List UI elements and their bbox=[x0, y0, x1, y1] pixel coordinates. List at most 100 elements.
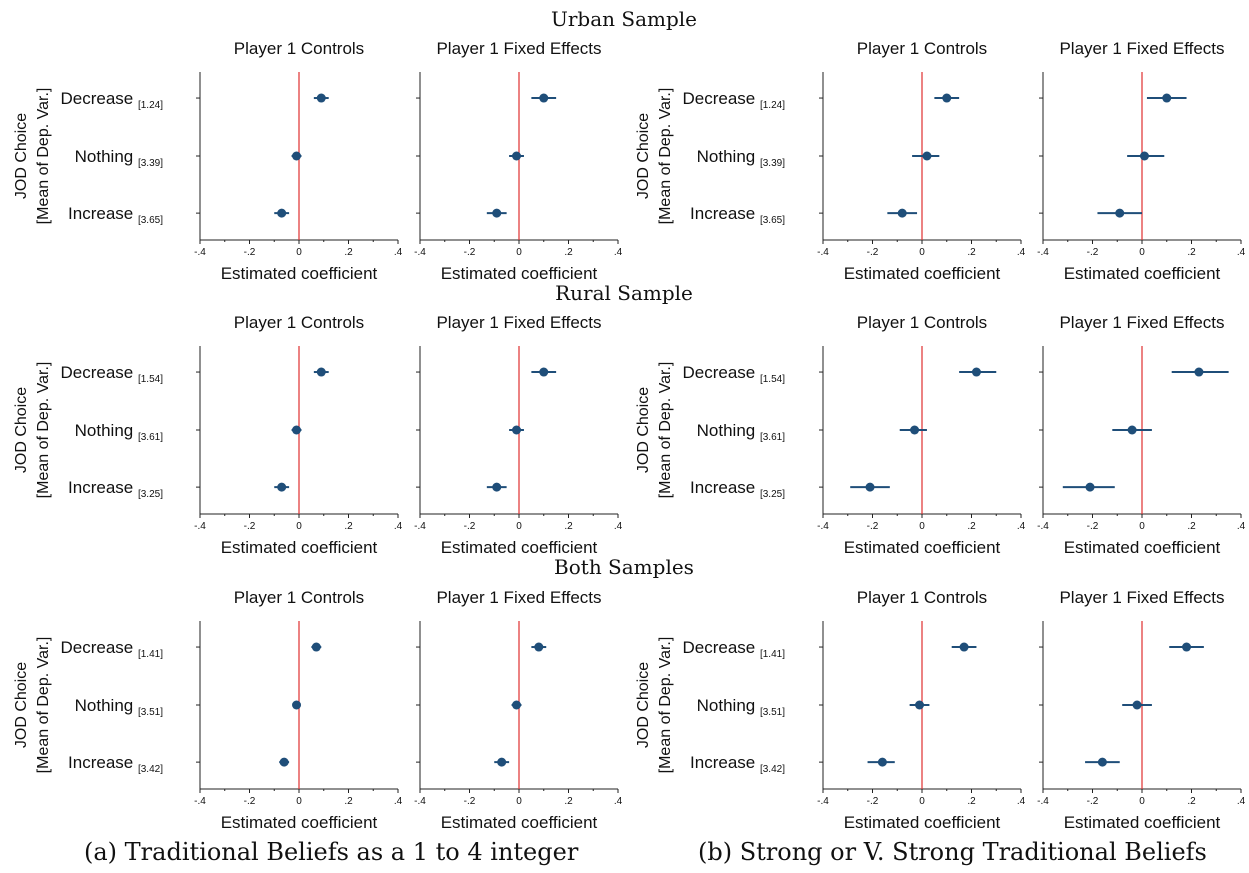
coefficient-point bbox=[277, 482, 287, 492]
x-tick-label: .2 bbox=[344, 796, 353, 807]
coefficient-point bbox=[877, 757, 887, 767]
coefficient-point bbox=[497, 757, 507, 767]
y-axis-label: JOD Choice bbox=[13, 662, 30, 748]
x-tick-label: 0 bbox=[919, 521, 925, 532]
category-label: Nothing [3.39] bbox=[75, 147, 164, 169]
y-axis-label: [Mean of Dep. Var.] bbox=[35, 362, 52, 499]
coefficient-point bbox=[1085, 482, 1095, 492]
panel-title: Player 1 Controls bbox=[857, 588, 987, 607]
coefficient-point bbox=[1139, 151, 1149, 161]
coefficient-point bbox=[492, 208, 502, 218]
category-label: Decrease [1.54] bbox=[60, 363, 163, 385]
x-axis-label: Estimated coefficient bbox=[221, 264, 378, 283]
x-tick-label: .4 bbox=[1237, 247, 1246, 258]
x-tick-label: .4 bbox=[1237, 796, 1246, 807]
coefficient-point bbox=[971, 367, 981, 377]
x-tick-label: .2 bbox=[564, 521, 573, 532]
panel-title: Player 1 Fixed Effects bbox=[1059, 39, 1224, 58]
category-label: Nothing [3.39] bbox=[697, 147, 786, 169]
x-tick-label: -.2 bbox=[464, 247, 476, 258]
x-tick-label: .4 bbox=[614, 796, 623, 807]
x-tick-label: -.2 bbox=[867, 521, 879, 532]
y-axis-label: [Mean of Dep. Var.] bbox=[657, 362, 674, 499]
x-tick-label: -.4 bbox=[194, 247, 206, 258]
x-tick-label: -.4 bbox=[817, 247, 829, 258]
y-axis-label: JOD Choice bbox=[635, 113, 652, 199]
category-label: Decrease [1.24] bbox=[60, 89, 163, 111]
y-axis-label: [Mean of Dep. Var.] bbox=[657, 637, 674, 774]
x-tick-label: .4 bbox=[394, 521, 403, 532]
category-label: Increase [3.65] bbox=[690, 204, 785, 226]
x-tick-label: 0 bbox=[1139, 796, 1145, 807]
y-axis-label: [Mean of Dep. Var.] bbox=[35, 88, 52, 225]
coefficient-point bbox=[1194, 367, 1204, 377]
coefficient-point bbox=[316, 367, 326, 377]
coefficient-point bbox=[1127, 425, 1137, 435]
panel-title: Player 1 Controls bbox=[234, 588, 364, 607]
category-label: Decrease [1.41] bbox=[60, 638, 163, 660]
x-tick-label: 0 bbox=[296, 796, 302, 807]
coefficient-point bbox=[279, 757, 289, 767]
coefficient-point bbox=[915, 700, 925, 710]
panel-title: Player 1 Fixed Effects bbox=[1059, 313, 1224, 332]
x-tick-label: 0 bbox=[516, 796, 522, 807]
x-tick-label: .2 bbox=[967, 521, 976, 532]
x-tick-label: -.2 bbox=[464, 796, 476, 807]
coefficient-point bbox=[539, 93, 549, 103]
category-label: Decrease [1.41] bbox=[682, 638, 785, 660]
x-axis-label: Estimated coefficient bbox=[1064, 813, 1221, 832]
caption-b: (b) Strong or V. Strong Traditional Beli… bbox=[698, 838, 1207, 866]
x-tick-label: -.4 bbox=[414, 521, 426, 532]
x-axis-label: Estimated coefficient bbox=[844, 264, 1001, 283]
x-tick-label: 0 bbox=[516, 521, 522, 532]
coefficient-point bbox=[539, 367, 549, 377]
x-tick-label: 0 bbox=[919, 796, 925, 807]
x-axis-label: Estimated coefficient bbox=[844, 813, 1001, 832]
row-title: Rural Sample bbox=[555, 281, 693, 305]
x-tick-label: .2 bbox=[564, 247, 573, 258]
x-axis-label: Estimated coefficient bbox=[441, 538, 598, 557]
category-label: Increase [3.42] bbox=[690, 753, 785, 775]
coefficient-point bbox=[1182, 642, 1192, 652]
panel-title: Player 1 Fixed Effects bbox=[436, 588, 601, 607]
coefficient-point bbox=[292, 700, 302, 710]
x-tick-label: .4 bbox=[1017, 796, 1026, 807]
x-tick-label: .2 bbox=[564, 796, 573, 807]
x-tick-label: -.2 bbox=[1087, 521, 1099, 532]
category-label: Increase [3.25] bbox=[68, 478, 163, 500]
category-label: Nothing [3.61] bbox=[697, 421, 786, 443]
coefficient-point bbox=[512, 151, 522, 161]
coefficient-point bbox=[1097, 757, 1107, 767]
category-label: Increase [3.65] bbox=[68, 204, 163, 226]
coefficient-point bbox=[1115, 208, 1125, 218]
x-tick-label: .2 bbox=[1187, 247, 1196, 258]
panel-title: Player 1 Fixed Effects bbox=[436, 39, 601, 58]
x-tick-label: -.2 bbox=[867, 796, 879, 807]
caption-a: (a) Traditional Beliefs as a 1 to 4 inte… bbox=[84, 838, 579, 866]
coefficient-point bbox=[910, 425, 920, 435]
x-tick-label: .2 bbox=[344, 521, 353, 532]
x-axis-label: Estimated coefficient bbox=[441, 813, 598, 832]
x-tick-label: -.4 bbox=[1037, 247, 1049, 258]
x-tick-label: -.4 bbox=[1037, 796, 1049, 807]
x-axis-label: Estimated coefficient bbox=[221, 538, 378, 557]
coefficient-point bbox=[942, 93, 952, 103]
y-axis-label: JOD Choice bbox=[13, 387, 30, 473]
x-tick-label: .2 bbox=[967, 796, 976, 807]
x-axis-label: Estimated coefficient bbox=[221, 813, 378, 832]
category-label: Decrease [1.24] bbox=[682, 89, 785, 111]
x-tick-label: 0 bbox=[919, 247, 925, 258]
coefficient-point bbox=[492, 482, 502, 492]
coefficient-point bbox=[512, 700, 522, 710]
x-tick-label: .4 bbox=[1237, 521, 1246, 532]
coefficient-point bbox=[534, 642, 544, 652]
x-tick-label: .2 bbox=[344, 247, 353, 258]
y-axis-label: JOD Choice bbox=[635, 387, 652, 473]
x-tick-label: .4 bbox=[614, 521, 623, 532]
coefficient-point bbox=[1132, 700, 1142, 710]
x-tick-label: -.2 bbox=[1087, 247, 1099, 258]
x-tick-label: .4 bbox=[394, 247, 403, 258]
panel-title: Player 1 Controls bbox=[234, 313, 364, 332]
category-label: Increase [3.25] bbox=[690, 478, 785, 500]
